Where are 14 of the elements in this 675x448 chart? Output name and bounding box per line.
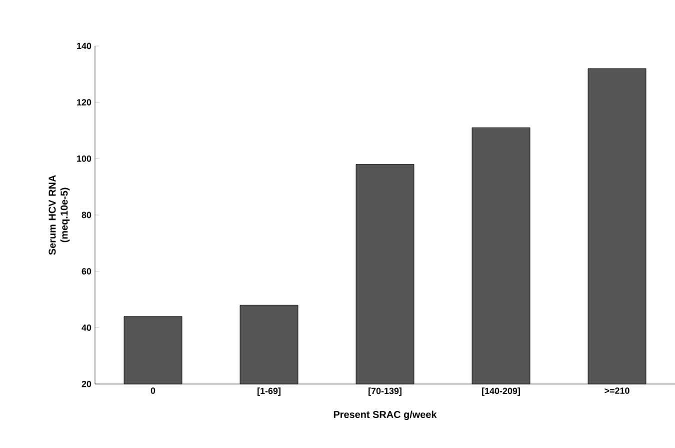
x-tick-label: >=210 <box>604 388 630 394</box>
x-tick-label: 0 <box>150 388 156 394</box>
y-tick-label: 60 <box>82 268 92 274</box>
y-tick-label: 140 <box>77 42 92 50</box>
y-tick-label: 100 <box>77 155 92 162</box>
x-tick-label: [70-139] <box>368 388 402 396</box>
y-tick-label: 40 <box>82 324 92 331</box>
x-tick-label: [1-69] <box>258 388 280 396</box>
y-tick-label: 120 <box>77 99 92 106</box>
y-axis-title: Serum HCV RNA (meq.10e-5) <box>48 175 70 255</box>
y-tick-label: 80 <box>82 212 92 218</box>
x-tick-label: [140-209] <box>482 388 520 396</box>
y-tick-label: 20 <box>82 380 92 388</box>
x-axis-title: Present SRAC g/week <box>334 410 437 420</box>
